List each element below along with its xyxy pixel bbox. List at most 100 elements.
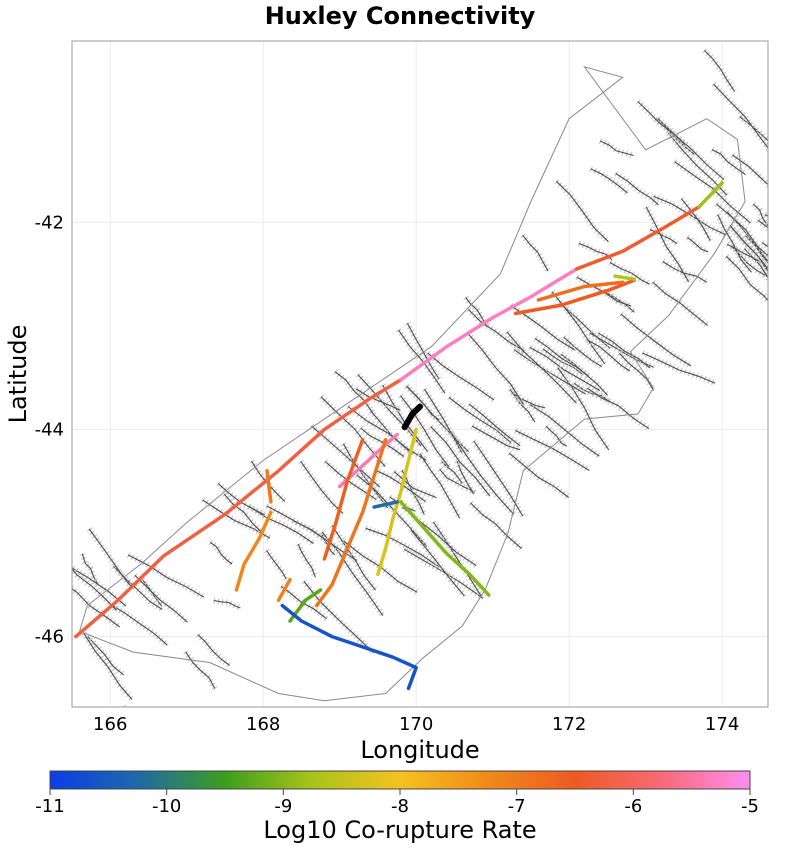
colorbar-tick-label: -10: [152, 796, 181, 817]
fault-trace: [620, 313, 692, 367]
fault-trace: [645, 206, 690, 283]
fault-trace: [587, 339, 631, 372]
fault-trace: [468, 403, 521, 447]
x-tick-label: 168: [246, 714, 280, 735]
fault-trace: [134, 574, 188, 623]
fault-trace: [280, 585, 327, 620]
fault-trace: [88, 528, 134, 589]
fault-trace: [618, 352, 654, 391]
fault-trace: [141, 579, 163, 607]
fault-trace: [562, 305, 611, 349]
rupture-segment: [536, 280, 625, 302]
fault-trace: [530, 404, 600, 457]
fault-trace: [72, 567, 127, 607]
fault-trace: [674, 161, 751, 224]
fault-trace: [637, 101, 686, 146]
fault-trace: [764, 214, 768, 217]
fault-trace: [400, 395, 450, 468]
fault-trace: [83, 632, 133, 700]
source-fault-huxley: [401, 403, 423, 431]
fault-trace: [393, 471, 437, 499]
rupture-segment: [575, 204, 701, 271]
fault-trace: [356, 388, 401, 411]
fault-trace: [122, 706, 125, 707]
fault-trace: [725, 255, 768, 302]
rupture-segment: [376, 427, 418, 577]
fault-trace: [609, 262, 650, 285]
fault-trace: [432, 521, 482, 597]
rupture-segment: [276, 577, 292, 603]
fault-trace: [334, 371, 374, 414]
fault-trace: [680, 198, 711, 241]
colorbar-tick-label: -6: [624, 796, 642, 817]
fault-trace: [441, 461, 463, 484]
fault-surface-ribbon: [122, 704, 128, 707]
colorbar-tick-label: -8: [391, 796, 409, 817]
y-axis-ticks: -42 -44 -46: [35, 212, 64, 647]
fault-trace: [370, 410, 413, 455]
fault-trace: [398, 329, 446, 394]
rupture-lines: [74, 181, 724, 691]
fault-trace: [473, 440, 524, 517]
fault-trace: [356, 474, 428, 548]
fault-trace: [213, 599, 241, 609]
fault-trace: [300, 461, 344, 514]
fault-trace: [419, 453, 461, 519]
fault-trace: [652, 281, 709, 326]
fault-trace: [347, 406, 427, 461]
x-tick-label: 166: [93, 714, 127, 735]
x-tick-label: 174: [705, 714, 739, 735]
fault-trace: [508, 452, 570, 498]
rupture-segment: [513, 278, 636, 316]
rupture-segment: [372, 500, 399, 509]
y-tick-label: -42: [35, 212, 64, 233]
rupture-segment: [399, 267, 579, 382]
fault-trace: [72, 568, 117, 611]
chart-title: Huxley Connectivity: [264, 2, 536, 30]
fault-trace: [704, 50, 735, 92]
fault-trace: [653, 195, 726, 236]
y-axis-label: Latitude: [4, 325, 32, 424]
fault-trace: [556, 180, 609, 243]
fault-trace: [587, 387, 650, 430]
fault-trace: [599, 140, 634, 157]
fault-trace: [752, 203, 768, 227]
fault-trace: [716, 203, 768, 257]
fault-trace: [448, 396, 512, 444]
fault-trace: [404, 548, 484, 599]
fault-trace: [642, 352, 716, 384]
fault-trace: [406, 386, 440, 421]
fault-trace: [615, 173, 659, 206]
fault-trace: [342, 443, 389, 509]
y-tick-label: -44: [35, 419, 64, 440]
rupture-segment: [399, 500, 491, 597]
fault-trace: [686, 237, 709, 253]
colorbar-tick-label: -11: [35, 796, 64, 817]
plot-background: [72, 41, 768, 707]
fault-trace: [744, 234, 768, 264]
rupture-segment: [337, 432, 399, 489]
colorbar-label: Log10 Co-rupture Rate: [263, 816, 536, 844]
colorbar-tick-label: -7: [508, 796, 526, 817]
fault-trace: [732, 154, 768, 186]
fault-trace: [127, 554, 205, 598]
fault-trace: [713, 83, 768, 149]
rupture-segment: [697, 181, 724, 209]
fault-trace: [534, 337, 589, 377]
fault-trace: [717, 214, 752, 273]
fault-trace: [744, 248, 768, 279]
rupture-segment: [74, 377, 403, 639]
y-tick-label: -46: [35, 627, 64, 648]
fault-trace: [711, 149, 746, 175]
fault-trace: [589, 332, 654, 368]
rupture-segment: [322, 438, 365, 561]
fault-trace: [430, 426, 491, 497]
fault-trace: [468, 309, 525, 352]
colorbar-tick-label: -5: [741, 796, 759, 817]
fault-trace: [604, 291, 635, 313]
rupture-segment: [234, 510, 273, 592]
fault-trace: [542, 348, 584, 375]
fault-trace: [545, 425, 568, 447]
fault-trace: [598, 332, 651, 369]
